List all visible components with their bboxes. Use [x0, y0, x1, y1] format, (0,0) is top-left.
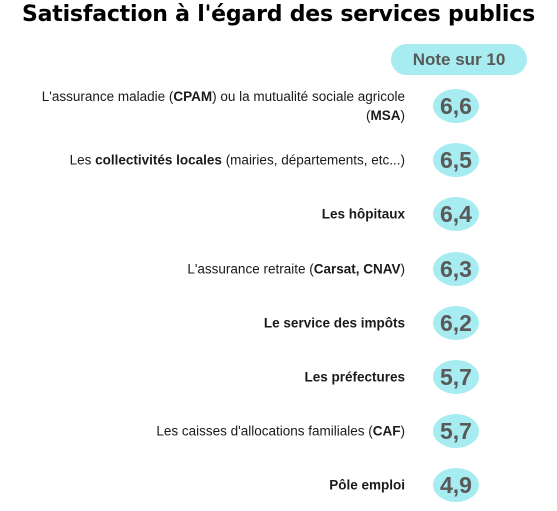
score-bubble: 6,5: [433, 143, 479, 178]
table-row: Les caisses d'allocations familiales (CA…: [0, 411, 557, 451]
score-bubble: 4,9: [433, 468, 479, 503]
table-row: Les hôpitaux 6,4: [0, 194, 557, 234]
row-label-segment: ): [400, 423, 406, 439]
row-label: Pôle emploi: [5, 476, 405, 495]
score-bubble: 5,7: [433, 360, 479, 394]
chart-title: Satisfaction à l'égard des services publ…: [21, 2, 535, 27]
row-label-bold-segment: Pôle emploi: [329, 477, 405, 493]
row-label-segment: L'assurance retraite (: [187, 261, 314, 277]
row-label: Les préfectures: [5, 368, 405, 387]
row-label-segment: L'assurance maladie (: [41, 89, 174, 104]
row-label-segment: ): [400, 261, 406, 277]
row-label-segment: (mairies, départements, etc...): [221, 152, 405, 168]
score-bubble: 6,4: [433, 197, 479, 232]
table-row: L'assurance maladie (CPAM) ou la mutuali…: [0, 86, 557, 126]
row-label: Les caisses d'allocations familiales (CA…: [5, 422, 405, 441]
row-label: L'assurance retraite (Carsat, CNAV): [5, 259, 405, 278]
row-label: Les collectivités locales (mairies, dépa…: [5, 151, 405, 170]
row-label-segment: ) ou la mutualité sociale agricole (: [212, 89, 405, 123]
row-label-bold-segment: MSA: [370, 108, 401, 123]
row-label-bold-segment: Les hôpitaux: [321, 206, 405, 222]
table-row: L'assurance retraite (Carsat, CNAV) 6,3: [0, 249, 557, 289]
row-label-segment: ): [400, 108, 406, 123]
row-label: Les hôpitaux: [5, 205, 405, 224]
row-label-segment: Les: [69, 152, 96, 168]
row-label: Le service des impôts: [5, 313, 405, 332]
row-label-bold-segment: Le service des impôts: [263, 315, 405, 331]
row-label-bold-segment: Carsat, CNAV: [313, 261, 401, 277]
row-label-segment: Les caisses d'allocations familiales (: [156, 423, 373, 439]
row-label-bold-segment: Les préfectures: [304, 369, 405, 385]
row-label-bold-segment: CAF: [372, 423, 401, 439]
row-label: L'assurance maladie (CPAM) ou la mutuali…: [5, 87, 405, 125]
table-row: Le service des impôts 6,2: [0, 303, 557, 343]
table-row: Les préfectures 5,7: [0, 357, 557, 397]
table-row: Les collectivités locales (mairies, dépa…: [0, 140, 557, 180]
table-row: Pôle emploi 4,9: [0, 465, 557, 505]
row-label-bold-segment: collectivités locales: [95, 152, 222, 168]
score-bubble: 6,2: [433, 305, 479, 340]
score-bubble: 6,6: [433, 89, 479, 123]
row-label-bold-segment: CPAM: [173, 89, 213, 104]
score-bubble: 5,7: [433, 414, 479, 449]
score-column-header: Note sur 10: [391, 44, 527, 75]
score-bubble: 6,3: [433, 251, 479, 286]
